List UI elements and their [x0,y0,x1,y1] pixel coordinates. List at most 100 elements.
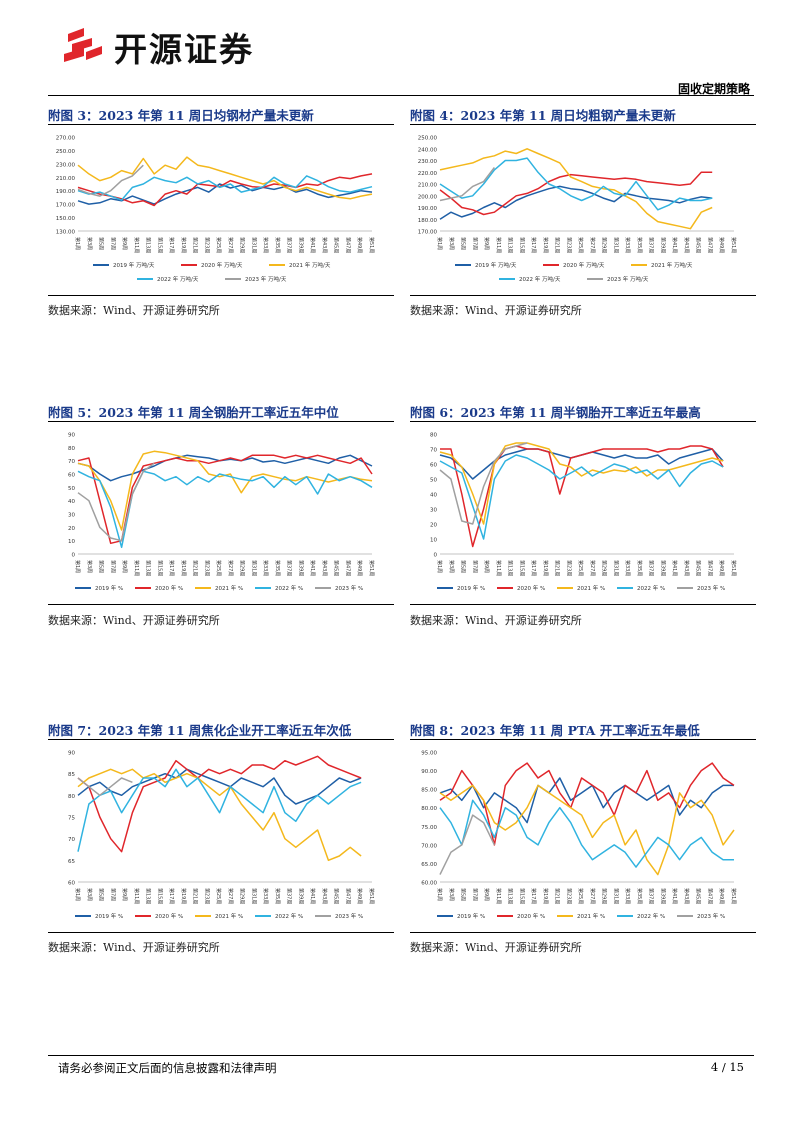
legend-label: 2023 年 万吨/天 [607,275,649,283]
x-tick-label: 第17周 [530,560,537,576]
series-line-2020 [77,755,362,853]
x-tick-label: 第35周 [274,560,281,576]
series-line-2023 [77,777,133,797]
x-tick-label: 第37周 [286,237,293,253]
figure-panel-8: 附图 8：2023 年第 11 周 PTA 开工率近五年最低 60.00 65.0… [410,720,756,960]
y-tick-label: 50 [68,486,75,492]
x-tick-label: 第37周 [648,237,655,253]
x-tick-label: 第51周 [730,237,737,253]
series-line-2021 [439,442,724,525]
y-tick-label: 60 [68,473,75,479]
y-tick-label: 220.00 [418,171,438,177]
x-tick-label: 第37周 [286,888,293,904]
series-line-2021 [439,784,735,876]
legend-label: 2021 年 % [215,584,243,592]
legend-label: 2022 年 % [275,584,303,592]
y-tick-label: 65.00 [421,862,437,868]
x-tick-label: 第25周 [215,237,222,253]
coking-rate-chart: 60 65 70 75 80 85 90 第1周 第3周 第5周 第7周 第9周 第11周 第13周 第15… [68,751,375,921]
series-line-2022 [77,768,362,852]
x-tick-label: 第29周 [239,560,246,576]
x-tick-label: 第47周 [706,888,713,904]
y-tick-label: 90 [68,433,75,439]
series-line-2019 [439,448,724,480]
legend-label: 2022 年 % [637,912,665,920]
x-tick-label: 第27周 [227,237,234,253]
y-tick-label: 10 [68,539,75,545]
series-line-2022 [439,799,734,868]
figure-title: 附图 7：2023 年第 11 周焦化企业开工率近五年次低 [48,723,352,738]
figure-source: 数据来源：Wind、开源证券研究所 [410,304,582,317]
y-tick-label: 130.00 [56,230,76,236]
series-line-2022 [439,157,713,211]
x-tick-label: 第21周 [192,237,199,253]
x-tick-label: 第23周 [565,560,572,576]
figure-panel-6: 附图 6：2023 年第 11 周半钢胎开工率近五年最高 0 10 20 30 40 50… [410,402,756,632]
x-tick-label: 第13周 [145,560,152,576]
x-tick-label: 第1周 [436,560,443,573]
x-tick-label: 第45周 [333,560,340,576]
y-tick-label: 80 [68,446,75,452]
x-tick-label: 第37周 [286,560,293,576]
y-tick-label: 70 [68,459,75,465]
series-line-2023 [439,167,495,202]
x-tick-label: 第19周 [180,888,187,904]
x-tick-label: 第23周 [565,237,572,253]
y-tick-label: 20 [430,523,437,529]
x-tick-label: 第11周 [133,888,140,904]
x-tick-label: 第7周 [471,237,478,250]
legend-label: 2023 年 % [335,584,363,592]
x-tick-label: 第31周 [612,237,619,253]
x-tick-label: 第25周 [215,560,222,576]
footer-rule [48,1055,754,1056]
y-tick-label: 170.00 [418,230,438,236]
x-tick-label: 第19周 [542,560,549,576]
series-line-2020 [77,454,373,545]
y-tick-label: 30 [68,513,75,519]
x-tick-label: 第41周 [671,560,678,576]
x-tick-label: 第45周 [333,888,340,904]
x-tick-label: 第3周 [86,888,93,901]
y-tick-label: 40 [430,493,437,499]
figure-title: 附图 6：2023 年第 11 周半钢胎开工率近五年最高 [410,405,701,420]
x-tick-label: 第35周 [636,560,643,576]
legend-label: 2019 年 万吨/天 [475,261,517,269]
series-line-2023 [77,462,155,542]
y-tick-label: 65 [68,859,75,865]
x-tick-label: 第21周 [554,560,561,576]
x-tick-label: 第49周 [718,560,725,576]
x-tick-label: 第51周 [730,888,737,904]
x-tick-label: 第19周 [542,237,549,253]
x-tick-label: 第39周 [659,888,666,904]
x-tick-label: 第19周 [180,237,187,253]
x-tick-label: 第25周 [577,560,584,576]
legend-label: 2021 年 % [577,912,605,920]
x-tick-label: 第33周 [624,888,631,904]
x-tick-label: 第9周 [483,888,490,901]
figure-title: 附图 5：2023 年第 11 周全钢胎开工率近五年中位 [48,405,339,420]
y-tick-label: 80 [68,794,75,800]
x-tick-label: 第43周 [321,560,328,576]
figure-top-rule [48,421,394,422]
x-tick-label: 第17周 [530,888,537,904]
x-tick-label: 第15周 [156,237,163,253]
x-tick-label: 第31周 [612,560,619,576]
x-tick-label: 第29周 [601,560,608,576]
logo-text: 开源证券 [114,30,254,69]
x-tick-label: 第21周 [554,888,561,904]
y-tick-label: 250.00 [56,149,76,155]
x-tick-label: 第11周 [495,888,502,904]
x-tick-label: 第1周 [436,237,443,250]
x-tick-label: 第5周 [460,560,467,573]
x-tick-label: 第17周 [530,237,537,253]
x-tick-label: 第43周 [683,888,690,904]
legend-label: 2023 年 万吨/天 [245,275,287,283]
legend-label: 2021 年 % [215,912,243,920]
x-tick-label: 第31周 [612,888,619,904]
y-tick-label: 180.00 [418,218,438,224]
x-tick-label: 第39周 [297,560,304,576]
figure-top-rule [410,421,756,422]
legend-label: 2022 年 万吨/天 [157,275,199,283]
y-tick-label: 230.00 [56,162,76,168]
